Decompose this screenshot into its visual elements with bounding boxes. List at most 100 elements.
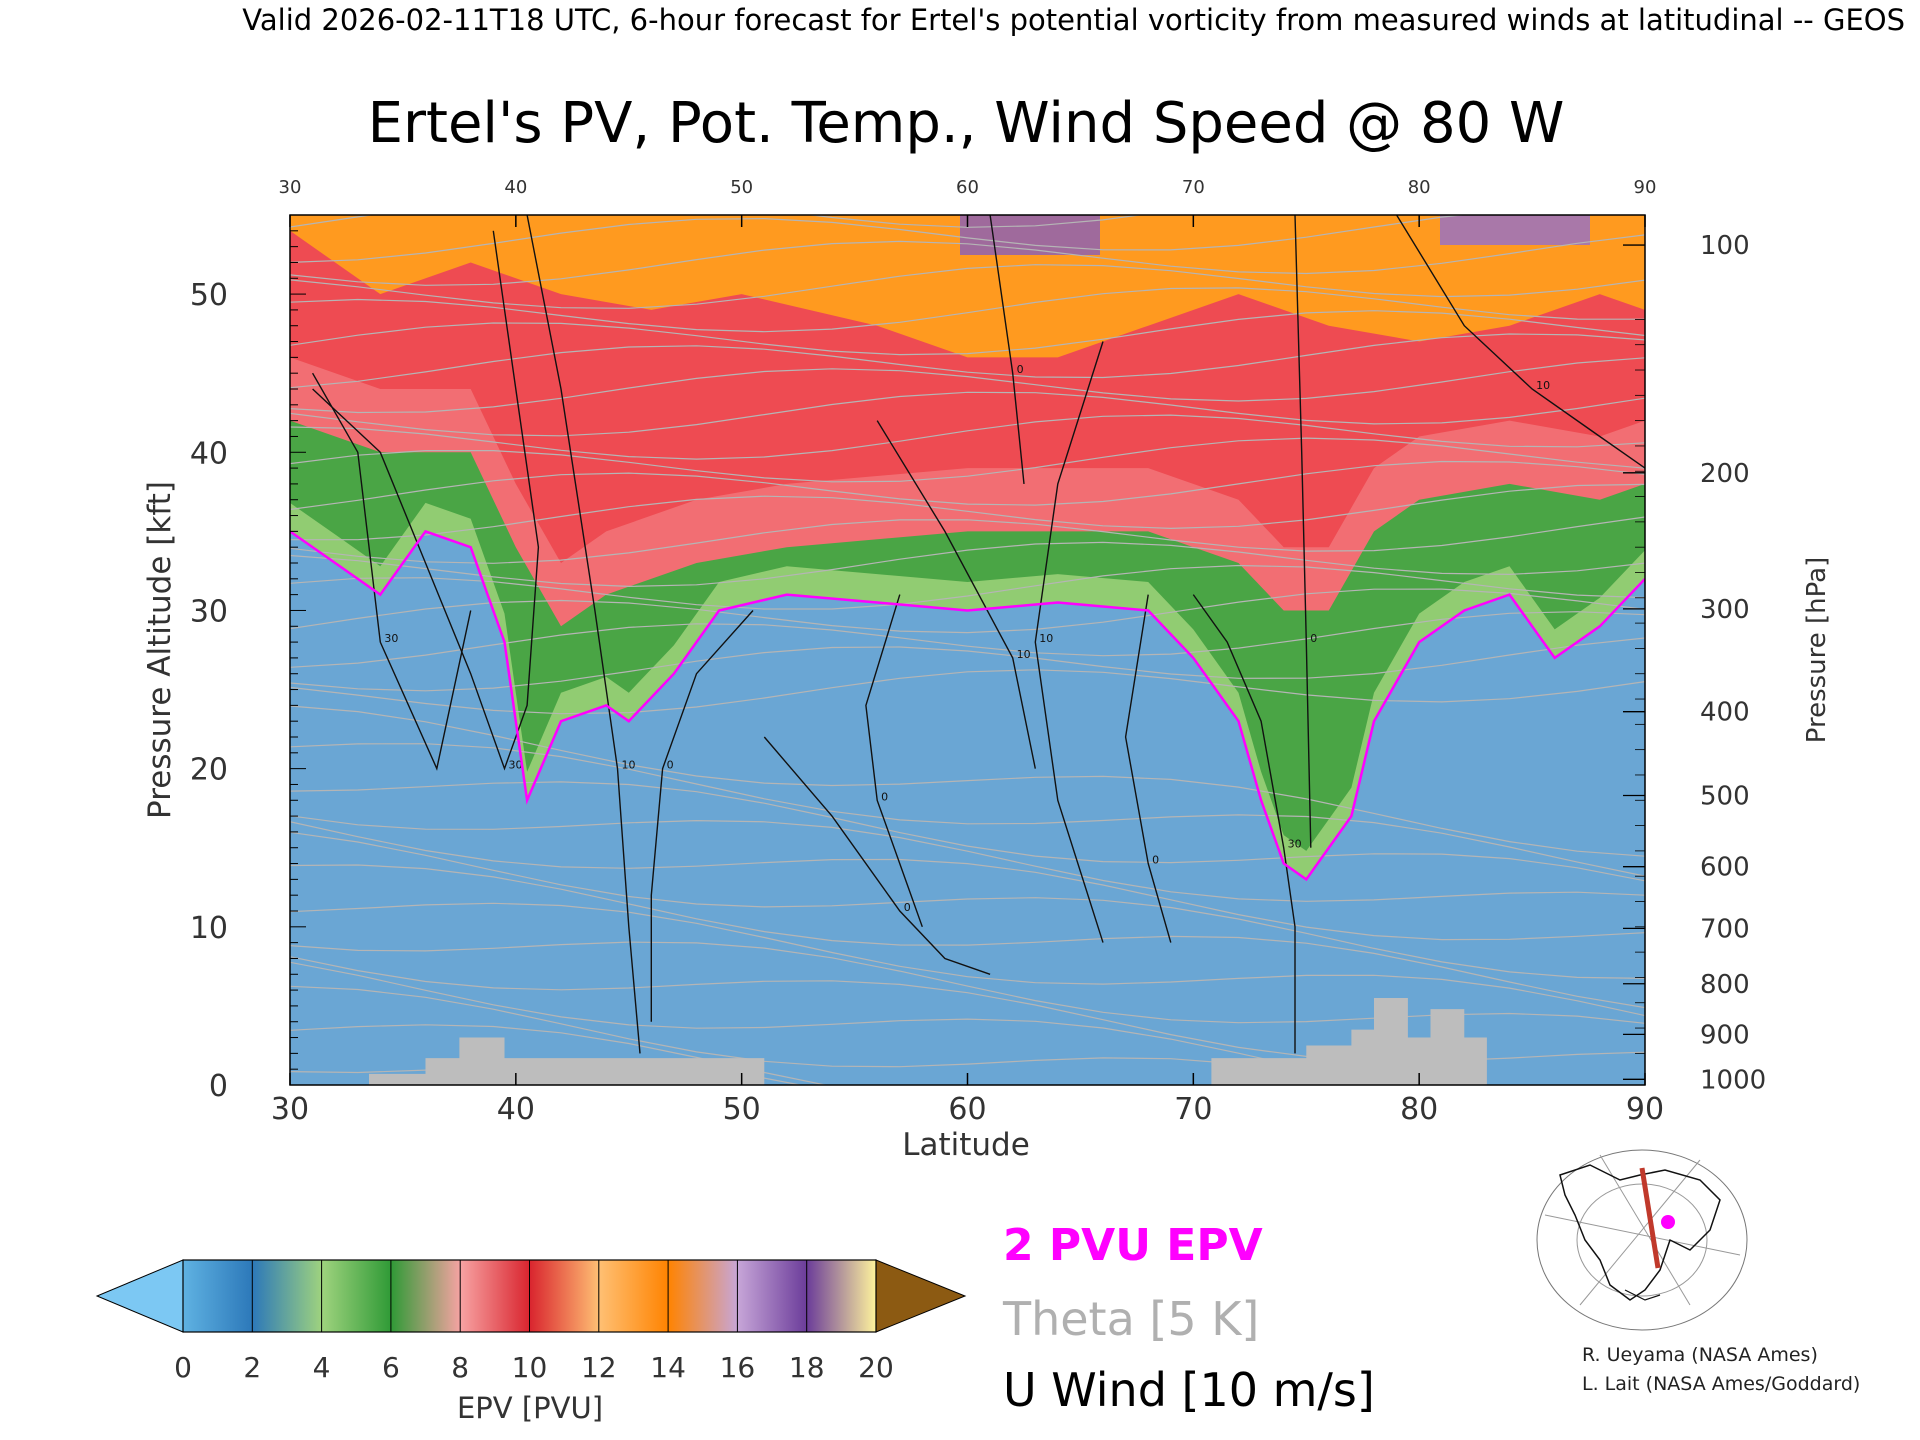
theta-isentrope	[290, 831, 1645, 979]
theta-isentrope	[290, 611, 1645, 668]
theta-isentrope	[290, 815, 1645, 902]
x-tick-label-top: 30	[279, 177, 302, 198]
colorbar-segment	[252, 1260, 323, 1332]
u-wind-contour	[1192, 594, 1296, 1054]
colorbar-segment	[598, 1260, 669, 1332]
y-tick-label-right: 600	[1700, 853, 1750, 883]
colorbar-tick-label: 16	[720, 1351, 756, 1384]
x-tick-label-top: 90	[1634, 177, 1657, 198]
colorbar-segment	[668, 1260, 738, 1332]
colorbar-tick-label: 20	[858, 1351, 894, 1384]
u-wind-contour-label: 10	[621, 759, 635, 772]
x-tick-label: 30	[271, 1092, 309, 1127]
y-tick-label-left: 40	[190, 436, 228, 471]
plot-area: 30 30 10 0 0 10 0 0 10 0 30 0 10	[290, 215, 1645, 1085]
x-tick-label: 60	[948, 1092, 986, 1127]
y-tick-label-left: 50	[190, 278, 228, 313]
y-tick-label-right: 700	[1700, 914, 1750, 944]
y-tick-label-right: 500	[1700, 782, 1750, 812]
colorbar-tick-label: 14	[650, 1351, 686, 1384]
u-wind-contour-label: 10	[1536, 379, 1550, 392]
u-wind-contour-label: 0	[1310, 632, 1317, 645]
theta-isentrope	[290, 541, 1645, 588]
colorbar-tick-label: 6	[382, 1351, 400, 1384]
colorbar-tick-label: 8	[451, 1351, 469, 1384]
colorbar-segment	[321, 1260, 392, 1332]
theta-isentrope	[290, 669, 1645, 715]
y-tick-label-right: 900	[1700, 1020, 1750, 1050]
u-wind-contour-label: 0	[904, 901, 911, 914]
colorbar-tick-label: 18	[789, 1351, 825, 1384]
y-tick-label-left: 30	[190, 594, 228, 629]
theta-isentrope	[290, 1024, 829, 1085]
y-axis-label-right: Pressure [hPa]	[1802, 557, 1832, 744]
theta-isentrope	[290, 902, 1645, 1017]
colorbar-tick-label: 2	[243, 1351, 261, 1384]
tropopause-2pvu-line	[290, 529, 1645, 882]
legend-theta: Theta [5 K]	[1002, 1292, 1259, 1346]
upper-violet-patch-2	[1440, 215, 1590, 245]
colorbar-segment	[806, 1260, 877, 1332]
theta-isentrope	[290, 941, 1645, 1024]
u-wind-contour-label: 0	[881, 790, 888, 803]
theta-isentrope	[290, 264, 1645, 309]
x-tick-label-top: 50	[730, 177, 753, 198]
theta-contours	[290, 215, 1645, 1085]
colorbar-segment	[737, 1260, 808, 1332]
valid-time-header: Valid 2026-02-11T18 UTC, 6-hour forecast…	[242, 3, 1905, 37]
x-axis-label: Latitude	[902, 1127, 1030, 1163]
chart-title: Ertel's PV, Pot. Temp., Wind Speed @ 80 …	[368, 91, 1565, 156]
x-ticks-bottom: 30 40 50 60 70 80 90	[271, 1073, 1664, 1127]
x-tick-label: 70	[1174, 1092, 1212, 1127]
colorbar-tick-label: 12	[581, 1351, 617, 1384]
colorbar-tick-label: 4	[313, 1351, 331, 1384]
theta-isentrope	[290, 437, 1645, 483]
theta-isentrope	[290, 357, 1645, 414]
u-wind-contour-label: 0	[1152, 854, 1159, 867]
theta-isentrope	[290, 985, 1368, 1085]
theta-isentrope	[290, 743, 1645, 877]
colorbar-segment	[529, 1260, 600, 1332]
y-ticks-right: 1000 900 800 700 600 500 400 300 200 100	[1623, 231, 1766, 1095]
theta-isentrope	[290, 310, 1645, 356]
y-tick-label-right: 1000	[1700, 1065, 1766, 1095]
x-tick-label: 50	[723, 1092, 761, 1127]
theta-isentrope	[290, 564, 1645, 610]
u-wind-contour-label: 10	[1017, 648, 1031, 661]
terrain-mask	[290, 998, 1645, 1085]
x-tick-label: 80	[1400, 1092, 1438, 1127]
y-tick-label-right: 300	[1700, 595, 1750, 625]
theta-isentrope	[290, 821, 1645, 941]
colorbar-tick-label: 10	[512, 1351, 548, 1384]
theta-isentrope	[290, 460, 1645, 511]
y-tick-label-left: 0	[209, 1069, 228, 1104]
y-axis-label-left: Pressure Altitude [kft]	[142, 481, 178, 819]
u-wind-contours: 30 30 10 0 0 10 0 0 10 0 30 0 10	[311, 215, 1645, 1054]
u-wind-contour-label: 30	[1288, 838, 1302, 851]
theta-isentrope	[290, 588, 1645, 634]
legend-2pvu-epv: 2 PVU EPV	[1003, 1220, 1263, 1271]
colorbar-segment	[183, 1260, 253, 1332]
x-tick-label-top: 40	[504, 177, 527, 198]
y-tick-label-right: 200	[1700, 459, 1750, 489]
u-wind-contour-label: 0	[667, 759, 674, 772]
colorbar-under-arrow	[95, 1259, 184, 1333]
theta-isentrope	[290, 483, 1645, 541]
x-tick-label-top: 70	[1182, 177, 1205, 198]
y-tick-label-right: 400	[1700, 698, 1750, 728]
theta-isentrope	[290, 516, 1645, 564]
u-wind-contour	[876, 420, 1036, 769]
u-wind-contour-label: 30	[384, 632, 398, 645]
x-tick-label-top: 60	[956, 177, 979, 198]
colorbar-segment	[460, 1260, 530, 1332]
colorbar-segment	[390, 1260, 461, 1332]
credit-line-1: R. Ueyama (NASA Ames)	[1582, 1344, 1818, 1366]
theta-isentrope	[290, 864, 1645, 1009]
u-wind-contour	[989, 215, 1025, 484]
u-wind-contour-label: 0	[1017, 363, 1024, 376]
theta-isentrope	[290, 287, 1645, 333]
theta-isentrope	[290, 637, 1645, 692]
colorbar-over-arrow	[875, 1259, 967, 1333]
theta-isentrope	[290, 961, 1397, 1085]
